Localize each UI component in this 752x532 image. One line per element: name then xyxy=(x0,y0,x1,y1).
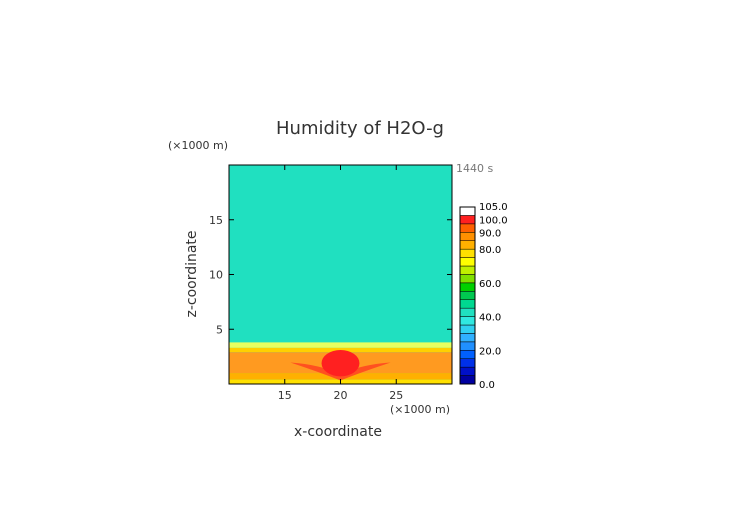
colorbar-frame xyxy=(459,206,476,385)
x-tick-label: 15 xyxy=(278,389,292,402)
colorbar-swatch xyxy=(459,206,476,216)
field-wings xyxy=(290,362,391,381)
x-tick-label: 20 xyxy=(334,389,348,402)
colorbar-swatch xyxy=(459,232,476,241)
colorbar-label: 40.0 xyxy=(479,313,501,324)
y-unit-label: (×1000 m) xyxy=(168,139,228,152)
x-unit-label: (×1000 m) xyxy=(390,403,450,416)
y-tick-label: 15 xyxy=(209,214,223,227)
colorbar-swatch xyxy=(459,299,476,309)
colorbar-swatch xyxy=(459,215,476,225)
colorbar-swatch xyxy=(459,324,476,334)
colorbar: 0.0 20.0 40.0 60.0 80.0 90.0 100.0 105.0 xyxy=(459,202,508,391)
plot-area xyxy=(228,164,453,385)
colorbar-swatch xyxy=(459,316,476,326)
colorbar-swatch xyxy=(459,274,476,284)
chart-title: Humidity of H2O-g xyxy=(276,118,444,139)
colorbar-swatch xyxy=(459,358,476,368)
time-label: 1440 s xyxy=(456,162,493,175)
field-band-1 xyxy=(229,347,452,353)
y-tick-label: 5 xyxy=(216,323,223,336)
colorbar-swatch xyxy=(459,240,476,250)
colorbar-label: 105.0 xyxy=(479,202,508,213)
colorbar-swatch xyxy=(459,341,476,351)
colorbar-swatch xyxy=(459,350,476,359)
field-core xyxy=(321,350,360,377)
colorbar-swatch xyxy=(459,282,476,292)
colorbar-swatch xyxy=(459,291,476,300)
colorbar-swatch xyxy=(459,307,476,317)
colorbar-swatch xyxy=(459,375,476,385)
colorbar-label: 90.0 xyxy=(479,228,501,239)
colorbar-label: 20.0 xyxy=(479,346,501,357)
x-tick-label: 25 xyxy=(389,389,403,402)
colorbar-swatch xyxy=(459,265,476,275)
colorbar-label: 60.0 xyxy=(479,279,501,290)
y-tick-label: 10 xyxy=(209,269,223,282)
field-band-0 xyxy=(229,342,452,348)
colorbar-swatch xyxy=(459,257,476,267)
colorbar-label: 80.0 xyxy=(479,245,501,256)
colorbar-swatch xyxy=(459,248,476,258)
x-axis-ticks: 15 20 25 xyxy=(278,165,403,402)
colorbar-label: 0.0 xyxy=(479,380,495,391)
colorbar-swatch xyxy=(459,366,476,376)
y-axis-ticks: 5 10 15 xyxy=(209,214,452,336)
colorbar-swatch xyxy=(459,223,476,233)
colorbar-label: 100.0 xyxy=(479,215,508,226)
y-axis-label: z-coordinate xyxy=(184,230,200,317)
x-axis-label: x-coordinate xyxy=(294,424,382,440)
colorbar-swatch xyxy=(459,333,476,343)
